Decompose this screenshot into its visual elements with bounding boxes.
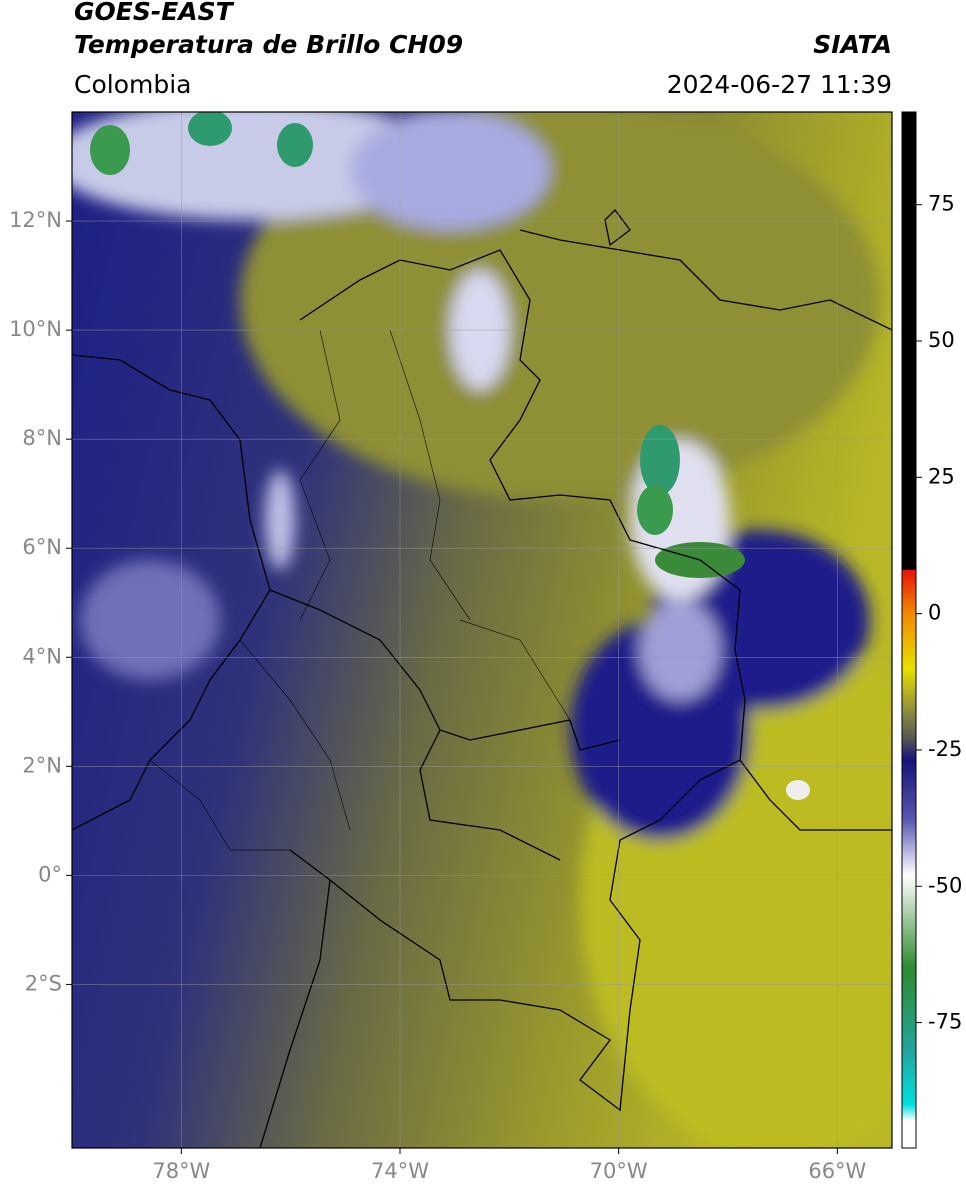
x-tick-label: 78°W xyxy=(152,1159,210,1183)
x-tick-label: 74°W xyxy=(371,1159,429,1183)
y-tick-label: 6°N xyxy=(22,535,62,559)
y-tick-label: 12°N xyxy=(9,208,62,232)
region: Colombia xyxy=(74,70,191,99)
y-tick-label: 0° xyxy=(38,862,62,886)
y-tick-label: 8°N xyxy=(22,426,62,450)
y-tick-label: 2°N xyxy=(22,753,62,777)
x-tick-label: 66°W xyxy=(808,1159,866,1183)
x-tick-label: 70°W xyxy=(590,1159,648,1183)
y-tick-label: 2°S xyxy=(25,971,62,995)
map-frame xyxy=(71,111,893,1149)
title: GOES-EAST xyxy=(74,0,235,26)
y-tick-label: 4°N xyxy=(22,644,62,668)
colorbar-tick-label: -75 xyxy=(928,1010,962,1034)
source: SIATA xyxy=(813,30,892,59)
y-tick-label: 10°N xyxy=(9,317,62,341)
subtitle: Temperatura de Brillo CH09 xyxy=(74,30,463,59)
colorbar xyxy=(901,111,917,1149)
grid xyxy=(72,112,892,1148)
satellite-image xyxy=(72,112,892,1148)
colorbar-tick-label: 25 xyxy=(928,464,955,488)
colorbar-tick-label: 75 xyxy=(928,192,955,216)
datetime: 2024-06-27 11:39 xyxy=(667,70,892,99)
colorbar-tick-label: -25 xyxy=(928,737,962,761)
colorbar-tick-label: 0 xyxy=(928,601,941,625)
colorbar-tick-label: 50 xyxy=(928,328,955,352)
colorbar-tick-label: -50 xyxy=(928,873,962,897)
